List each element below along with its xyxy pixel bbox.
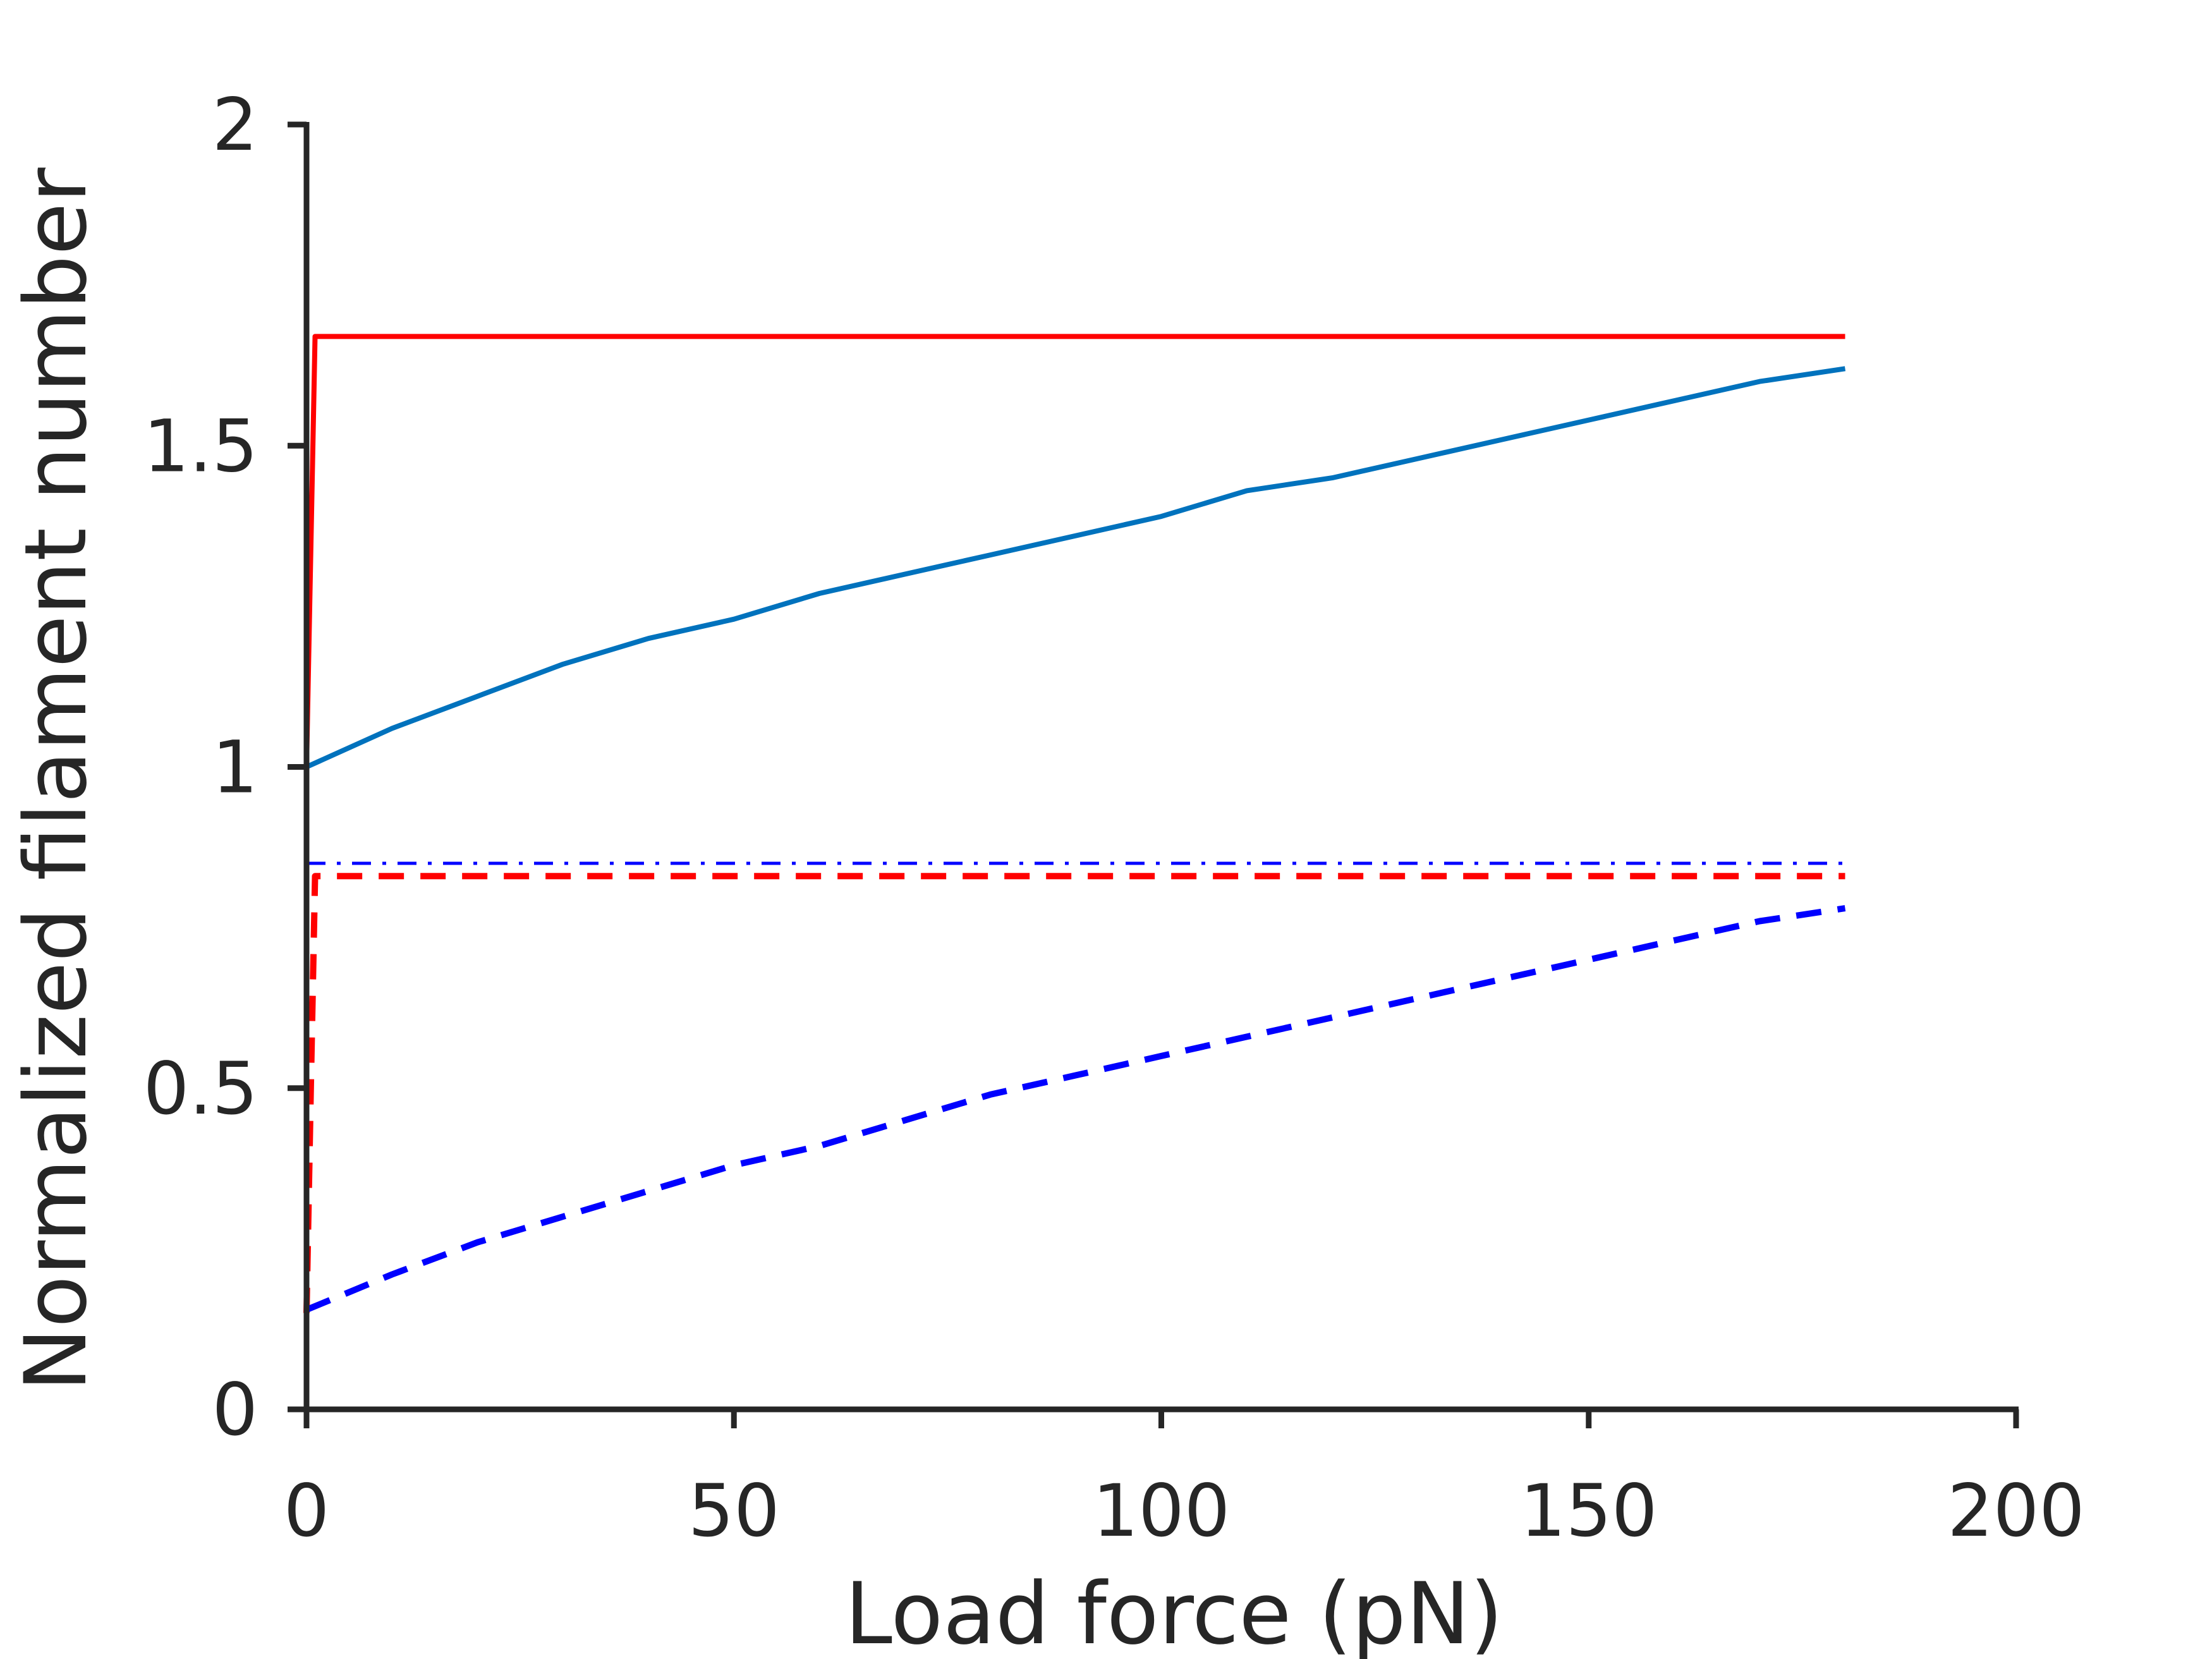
series-line-2 [305, 366, 1846, 770]
series-line-1 [304, 334, 1845, 767]
x-tick-label: 150 [1520, 1469, 1658, 1553]
series-line-5 [303, 873, 1845, 1313]
y-tick-label: 2 [212, 83, 258, 167]
y-tick-label: 1 [212, 726, 258, 810]
y-tick-label: 0 [212, 1368, 258, 1452]
x-tick-label: 100 [1093, 1469, 1231, 1553]
y-ticks: 0 0.5 1 1.5 2 [143, 83, 307, 1452]
axes-layer: 0 50 100 150 200 0 0.5 1 1.5 2 [143, 83, 2085, 1553]
y-tick-label: 0.5 [143, 1047, 258, 1131]
x-tick-label: 0 [284, 1469, 330, 1553]
series-layer [303, 334, 1846, 1313]
x-ticks: 0 50 100 150 200 [284, 1409, 2085, 1553]
x-axis-label: Load force (pN) [845, 1564, 1504, 1659]
x-tick-label: 200 [1947, 1469, 2085, 1553]
x-tick-label: 50 [688, 1469, 780, 1553]
y-axis-label: Normalized filament number [6, 167, 106, 1392]
y-tick-label: 1.5 [143, 404, 258, 488]
series-line-6 [305, 905, 1846, 1313]
